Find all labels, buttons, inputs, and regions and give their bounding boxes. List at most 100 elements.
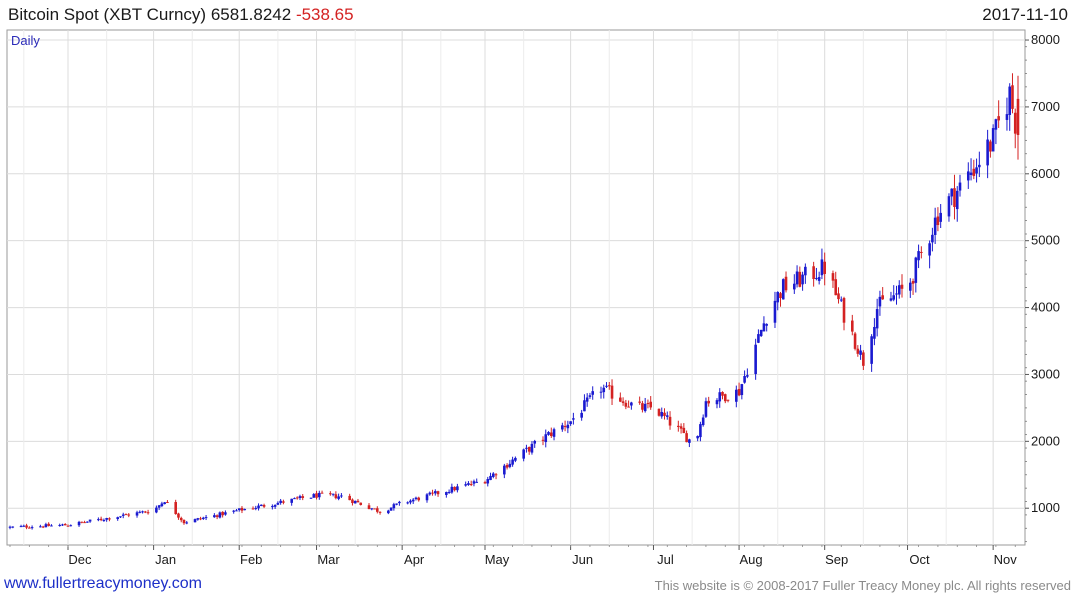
candle-body [83,522,86,524]
candle [873,318,876,346]
candle-body [619,397,622,402]
candle [605,382,608,388]
candle-body [163,502,166,505]
x-tick-label: Oct [909,552,930,567]
candle-body [668,416,672,426]
candle [765,323,768,332]
candle-body [801,274,804,285]
candle [491,472,495,479]
candle [823,252,826,286]
candle-body [627,406,630,408]
candle [389,507,393,511]
x-tick-label: Feb [240,552,262,567]
candle-body [124,514,128,516]
y-axis: 1000 2000 3000 4000 5000 6000 7000 8000 [1025,32,1060,543]
candle-body [707,400,710,404]
candle-body [174,502,177,515]
x-tick-label: Jun [572,552,593,567]
candle [486,476,490,487]
candle [776,291,780,311]
candle [69,524,73,527]
candle-body [599,391,603,393]
candle [994,118,998,145]
candle-body [881,295,884,300]
candle [947,193,951,222]
candle [549,427,553,438]
candle [527,446,531,455]
candle [793,274,796,294]
y-tick-label: 4000 [1031,300,1060,315]
candle [505,463,509,470]
candle-body [853,333,857,349]
candle [572,412,575,425]
candle-body [433,491,437,494]
candle-body [373,508,376,510]
candle [746,368,749,379]
candle-body [621,401,625,403]
candle [881,287,884,300]
candle [583,394,586,412]
candle-body [754,344,757,375]
candle [428,491,432,496]
candle-body [359,502,363,505]
candle-body [251,508,255,510]
candle [348,493,351,501]
candle [585,393,589,407]
candle [160,501,164,508]
candle-body [679,426,683,429]
candle [989,139,992,158]
candle-body [160,503,164,507]
candle [699,421,702,442]
candle-body [39,526,42,528]
candle [757,329,760,344]
candle-body [588,395,592,397]
candle-body [8,526,12,528]
candle-body [179,517,183,521]
candle-body [257,505,260,509]
candle-body [320,492,324,494]
candle-body [643,403,647,412]
candle-body [464,484,467,486]
y-tick-label: 2000 [1031,433,1060,448]
candle-body [77,521,81,526]
candle [119,516,122,518]
candle-body [356,500,360,503]
candle [472,479,476,487]
candle [966,162,970,189]
candle-body [969,172,973,175]
candle [489,472,492,481]
candle-body [47,523,50,526]
candle [375,506,379,514]
candle-body [975,167,978,174]
candle [185,520,189,525]
candle-body [989,141,992,152]
candle [276,501,280,506]
candle-body [351,499,354,504]
candle [569,421,572,426]
candle-body [607,385,611,387]
candle-body [108,518,111,520]
candle [356,498,360,503]
candle [591,386,595,400]
candle [63,523,67,526]
candle [837,287,840,304]
candle-body [875,309,879,329]
candle-body [329,493,332,495]
candle-body [237,508,241,511]
candle [718,388,722,408]
site-link[interactable]: www.fullertreacymoney.com [4,575,202,592]
candle-body [514,457,517,461]
candle-body [585,397,589,402]
candle-body [508,463,512,467]
candle [715,398,719,409]
x-tick-label: Sep [825,552,848,567]
candle [387,509,390,515]
candle [525,444,528,453]
candle [204,515,208,521]
candle [754,338,757,380]
candlestick-chart: 1000 2000 3000 4000 5000 6000 7000 8000 Dec Jan F… [6,29,1060,567]
candle [1005,97,1009,131]
candle [329,491,332,496]
candle [77,520,81,527]
candle [433,489,437,496]
